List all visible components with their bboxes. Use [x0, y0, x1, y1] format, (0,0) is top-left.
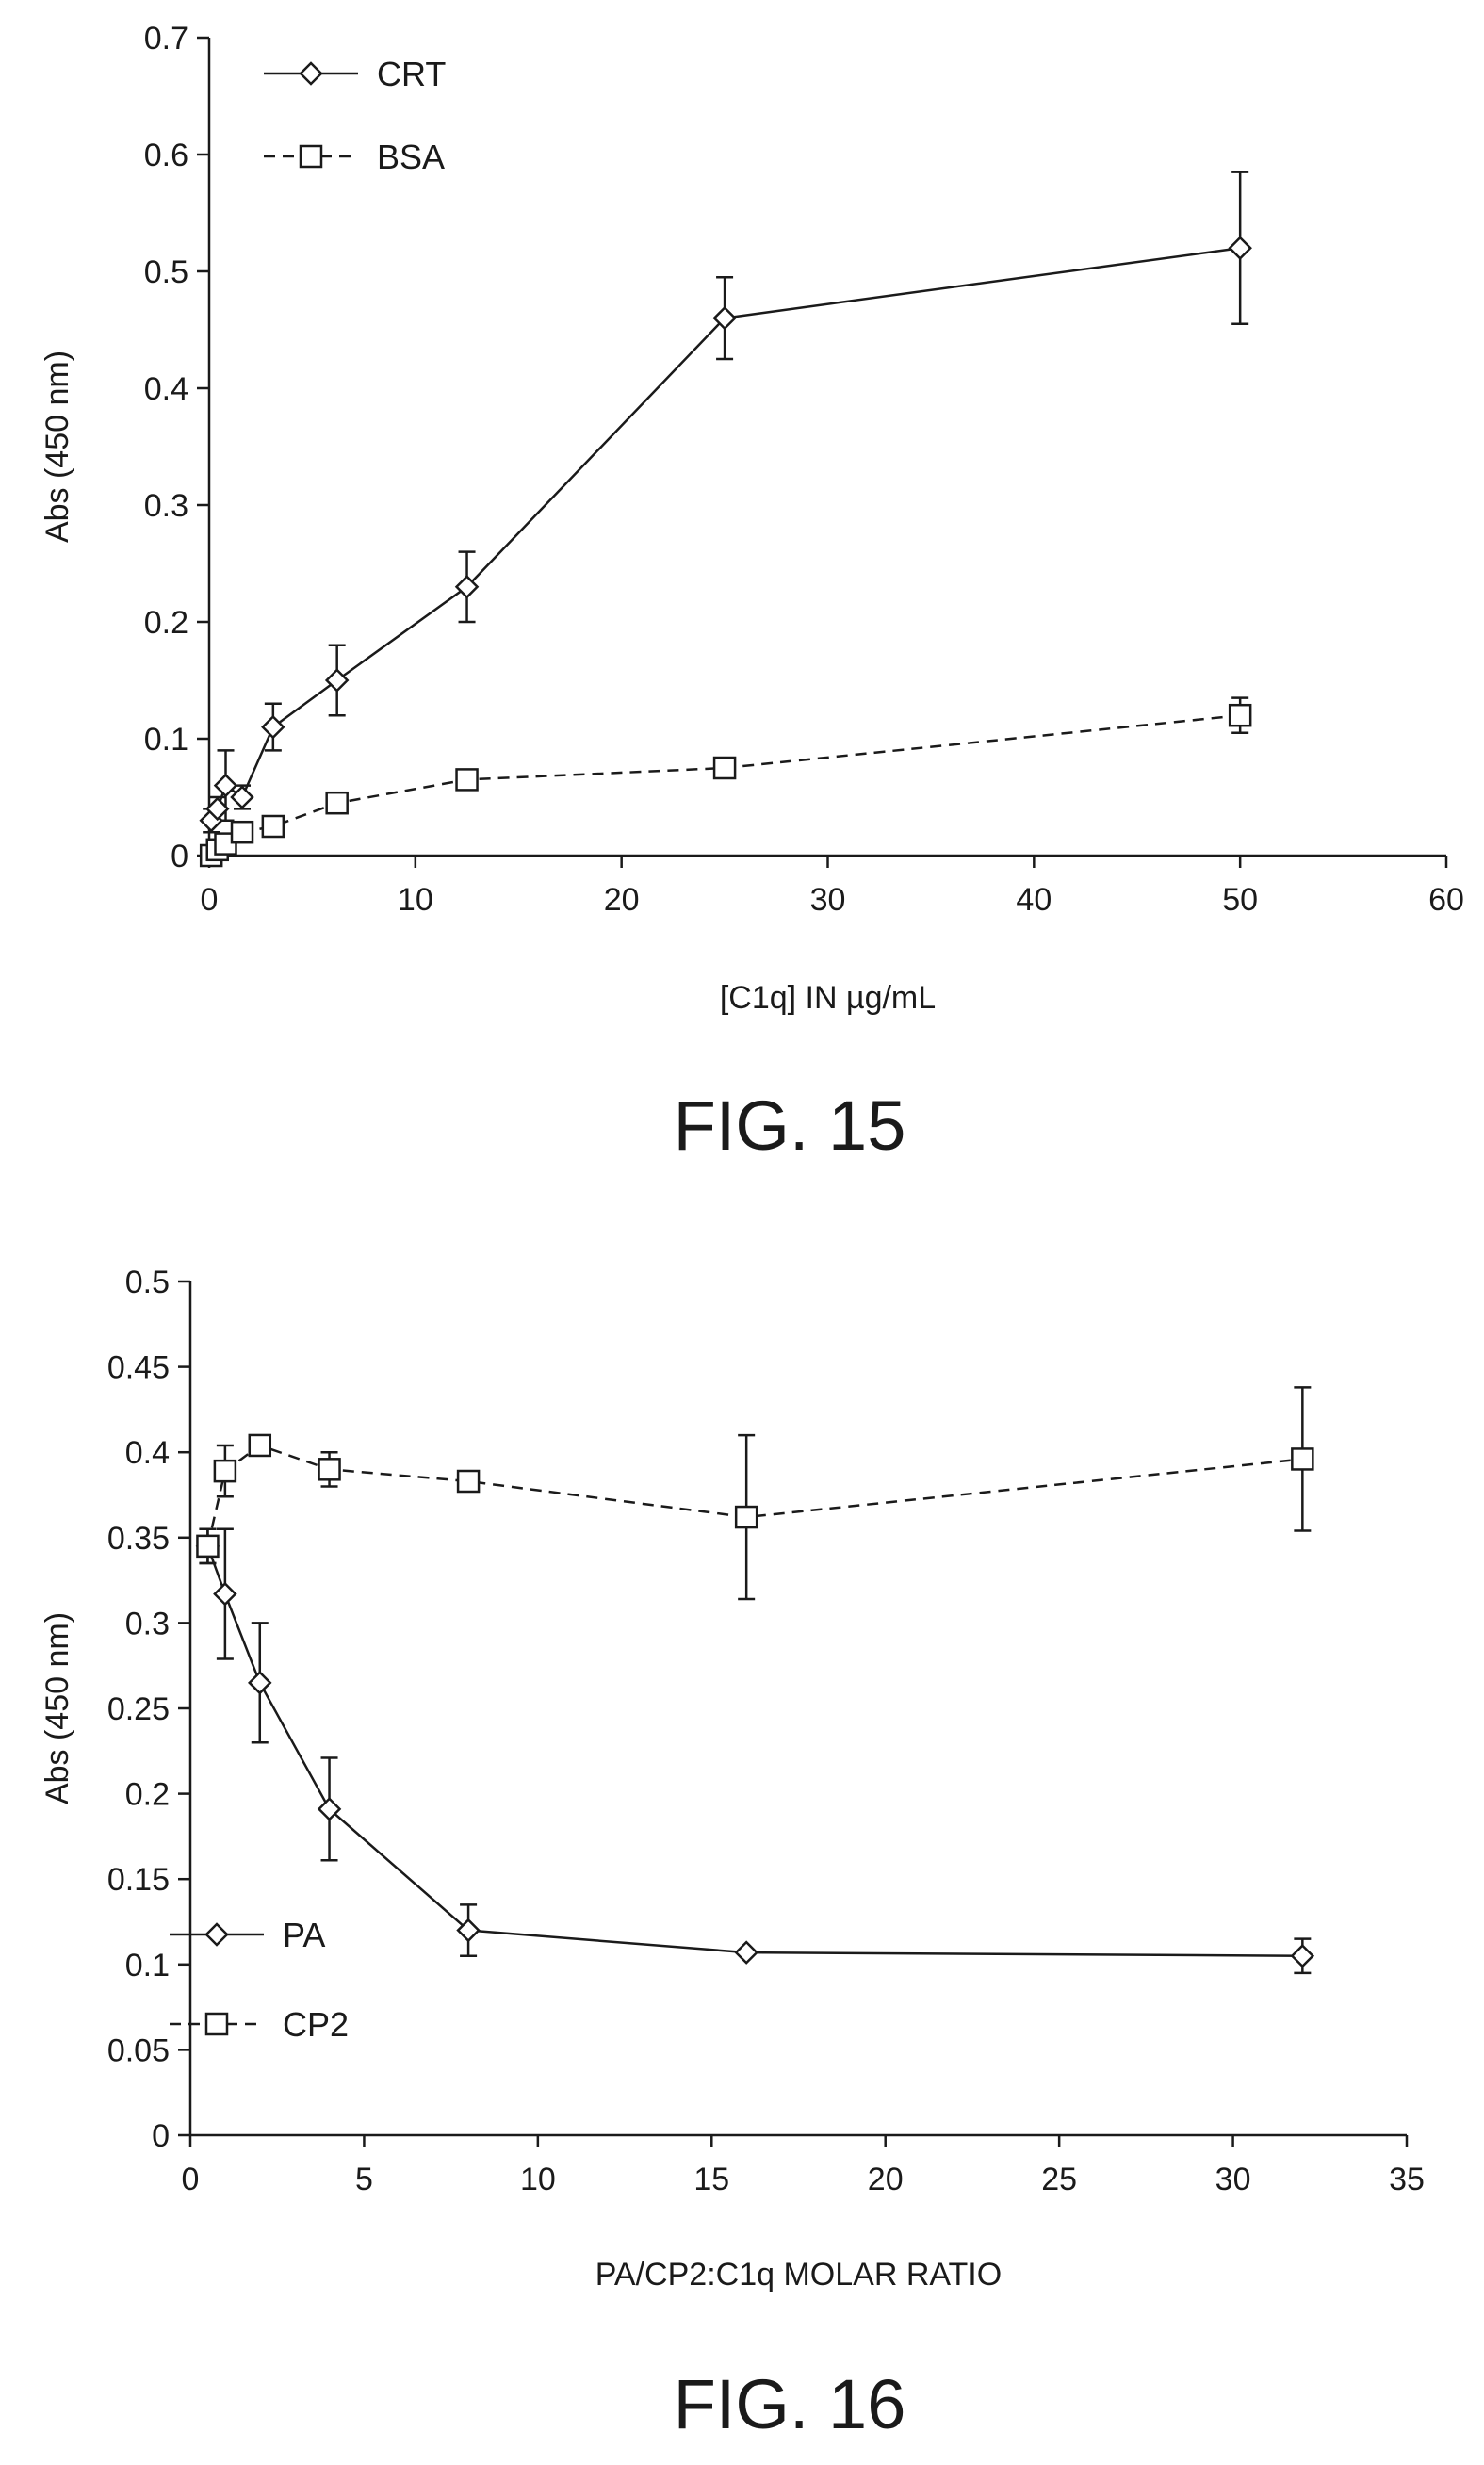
- data-point-cp2: [318, 1458, 341, 1481]
- x-tick-label: 40: [1016, 882, 1052, 918]
- legend-item-cp2: CP2: [170, 2005, 349, 2044]
- data-point-pa: [734, 1940, 758, 1965]
- legend-marker-crt: [299, 61, 323, 86]
- data-point-crt: [1228, 236, 1252, 260]
- y-tick-label: 0.5: [144, 254, 188, 290]
- y-axis-title: Abs (450 nm): [40, 1612, 75, 1804]
- data-point-cp2: [213, 1459, 237, 1483]
- data-point-cp2: [734, 1505, 758, 1529]
- data-point-bsa: [712, 756, 737, 780]
- y-tick-label: 0.35: [107, 1521, 170, 1557]
- data-point-bsa: [455, 768, 479, 792]
- y-tick-label: 0.15: [107, 1862, 170, 1898]
- series-bsa: [199, 696, 1252, 868]
- x-tick-label: 5: [355, 2162, 373, 2197]
- legend-item-bsa: BSA: [264, 138, 445, 176]
- chart-fig-16: 0 0.05 0.1 0.15 0.2 0.25 0.3 0.35 0.4 0.45 0.5 0 5 10…: [40, 1265, 1425, 2443]
- legend-marker-pa: [204, 1922, 229, 1947]
- y-tick-label: 0.25: [107, 1691, 170, 1727]
- x-tick-label: 15: [693, 2162, 729, 2197]
- legend-label-cp2: CP2: [283, 2005, 349, 2044]
- data-point-pa: [213, 1581, 237, 1607]
- y-tick-label: 0.1: [125, 1948, 170, 1983]
- x-tick-label: 0: [182, 2162, 200, 2197]
- series-line-bsa: [210, 713, 1241, 857]
- x-tick-label: 25: [1041, 2162, 1077, 2197]
- chart-fig-15: 0 0.1 0.2 0.3 0.4 0.5 0.6 0.7 0 10 20 30 40 50 60 [C1q]…: [40, 21, 1464, 1165]
- data-point-cp2: [196, 1534, 220, 1559]
- y-tick-label: 0: [171, 839, 188, 874]
- x-tick-label: 60: [1428, 882, 1464, 918]
- x-tick-label: 20: [604, 882, 640, 918]
- legend-label-crt: CRT: [377, 55, 446, 93]
- y-tick-label: 0.5: [125, 1265, 170, 1300]
- legend-label-bsa: BSA: [377, 138, 445, 176]
- legend-marker-cp2: [204, 2012, 229, 2036]
- data-point-crt: [454, 575, 480, 599]
- data-point-crt: [261, 714, 285, 740]
- series-line-cp2: [206, 1444, 1303, 1547]
- data-point-pa: [317, 1797, 342, 1821]
- x-tick-label: 10: [520, 2162, 556, 2197]
- legend-item-crt: CRT: [264, 55, 446, 93]
- series-pa: [195, 1527, 1315, 1975]
- figure-caption: FIG. 16: [674, 2365, 906, 2443]
- x-tick-label: 30: [1215, 2162, 1251, 2197]
- legend: CRT BSA: [264, 55, 446, 176]
- y-tick-label: 0: [152, 2118, 170, 2154]
- data-point-crt: [230, 785, 254, 809]
- data-point-bsa: [325, 791, 349, 815]
- x-axis-title: PA/CP2:C1q MOLAR RATIO: [595, 2257, 1002, 2293]
- series-line-pa: [206, 1545, 1303, 1957]
- y-tick-label: 0.3: [144, 488, 188, 524]
- data-point-cp2: [248, 1433, 272, 1458]
- data-point-bsa: [230, 820, 254, 844]
- legend-marker-bsa: [299, 144, 323, 169]
- y-tick-label: 0.45: [107, 1350, 170, 1386]
- data-point-pa: [1290, 1943, 1315, 1968]
- y-tick-label: 0.2: [125, 1777, 170, 1813]
- data-point-bsa: [261, 814, 285, 839]
- data-point-crt: [712, 305, 737, 331]
- y-tick-label: 0.2: [144, 605, 188, 641]
- x-tick-label: 20: [868, 2162, 904, 2197]
- data-point-pa: [456, 1918, 481, 1943]
- data-point-crt: [204, 796, 230, 822]
- legend: PA CP2: [170, 1916, 349, 2044]
- data-point-cp2: [456, 1469, 481, 1494]
- legend-item-pa: PA: [170, 1916, 325, 1954]
- x-tick-label: 30: [810, 882, 846, 918]
- series-cp2: [196, 1386, 1314, 1601]
- x-axis-title: [C1q] IN µg/mL: [720, 980, 936, 1016]
- x-tick-label: 50: [1222, 882, 1258, 918]
- y-tick-label: 0.3: [125, 1606, 170, 1641]
- y-tick-label: 0.7: [144, 21, 188, 57]
- data-point-crt: [324, 668, 350, 693]
- y-tick-label: 0.05: [107, 2032, 170, 2068]
- x-tick-label: 35: [1389, 2162, 1425, 2197]
- x-tick-label: 10: [398, 882, 433, 918]
- data-point-bsa: [1228, 703, 1252, 727]
- series-crt: [199, 171, 1252, 834]
- y-tick-label: 0.4: [125, 1435, 170, 1471]
- y-tick-label: 0.6: [144, 138, 188, 173]
- data-point-pa: [248, 1671, 272, 1695]
- y-tick-label: 0.1: [144, 722, 188, 758]
- y-axis-title: Abs (450 nm): [40, 351, 75, 543]
- figure-caption: FIG. 15: [674, 1086, 906, 1165]
- y-tick-label: 0.4: [144, 371, 188, 407]
- x-tick-label: 0: [201, 882, 219, 918]
- data-point-cp2: [1291, 1447, 1314, 1471]
- legend-label-pa: PA: [283, 1916, 325, 1954]
- data-point-crt: [213, 773, 238, 798]
